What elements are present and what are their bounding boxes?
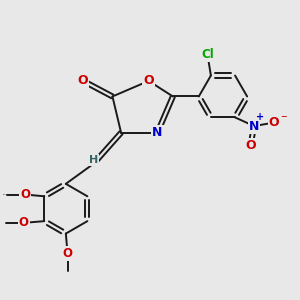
Text: H: H: [89, 155, 98, 165]
Text: O: O: [20, 188, 30, 201]
Text: methyl: methyl: [7, 193, 12, 195]
Text: ⁻: ⁻: [280, 113, 287, 126]
Text: O: O: [143, 74, 154, 87]
Text: O: O: [78, 74, 88, 87]
Text: methyl: methyl: [3, 194, 8, 195]
Text: O: O: [269, 116, 279, 129]
Text: O: O: [245, 139, 256, 152]
Text: +: +: [256, 112, 264, 122]
Text: N: N: [249, 119, 259, 133]
Text: O: O: [63, 247, 73, 260]
Text: Cl: Cl: [201, 48, 214, 61]
Text: N: N: [152, 126, 163, 139]
Text: O: O: [19, 216, 28, 230]
